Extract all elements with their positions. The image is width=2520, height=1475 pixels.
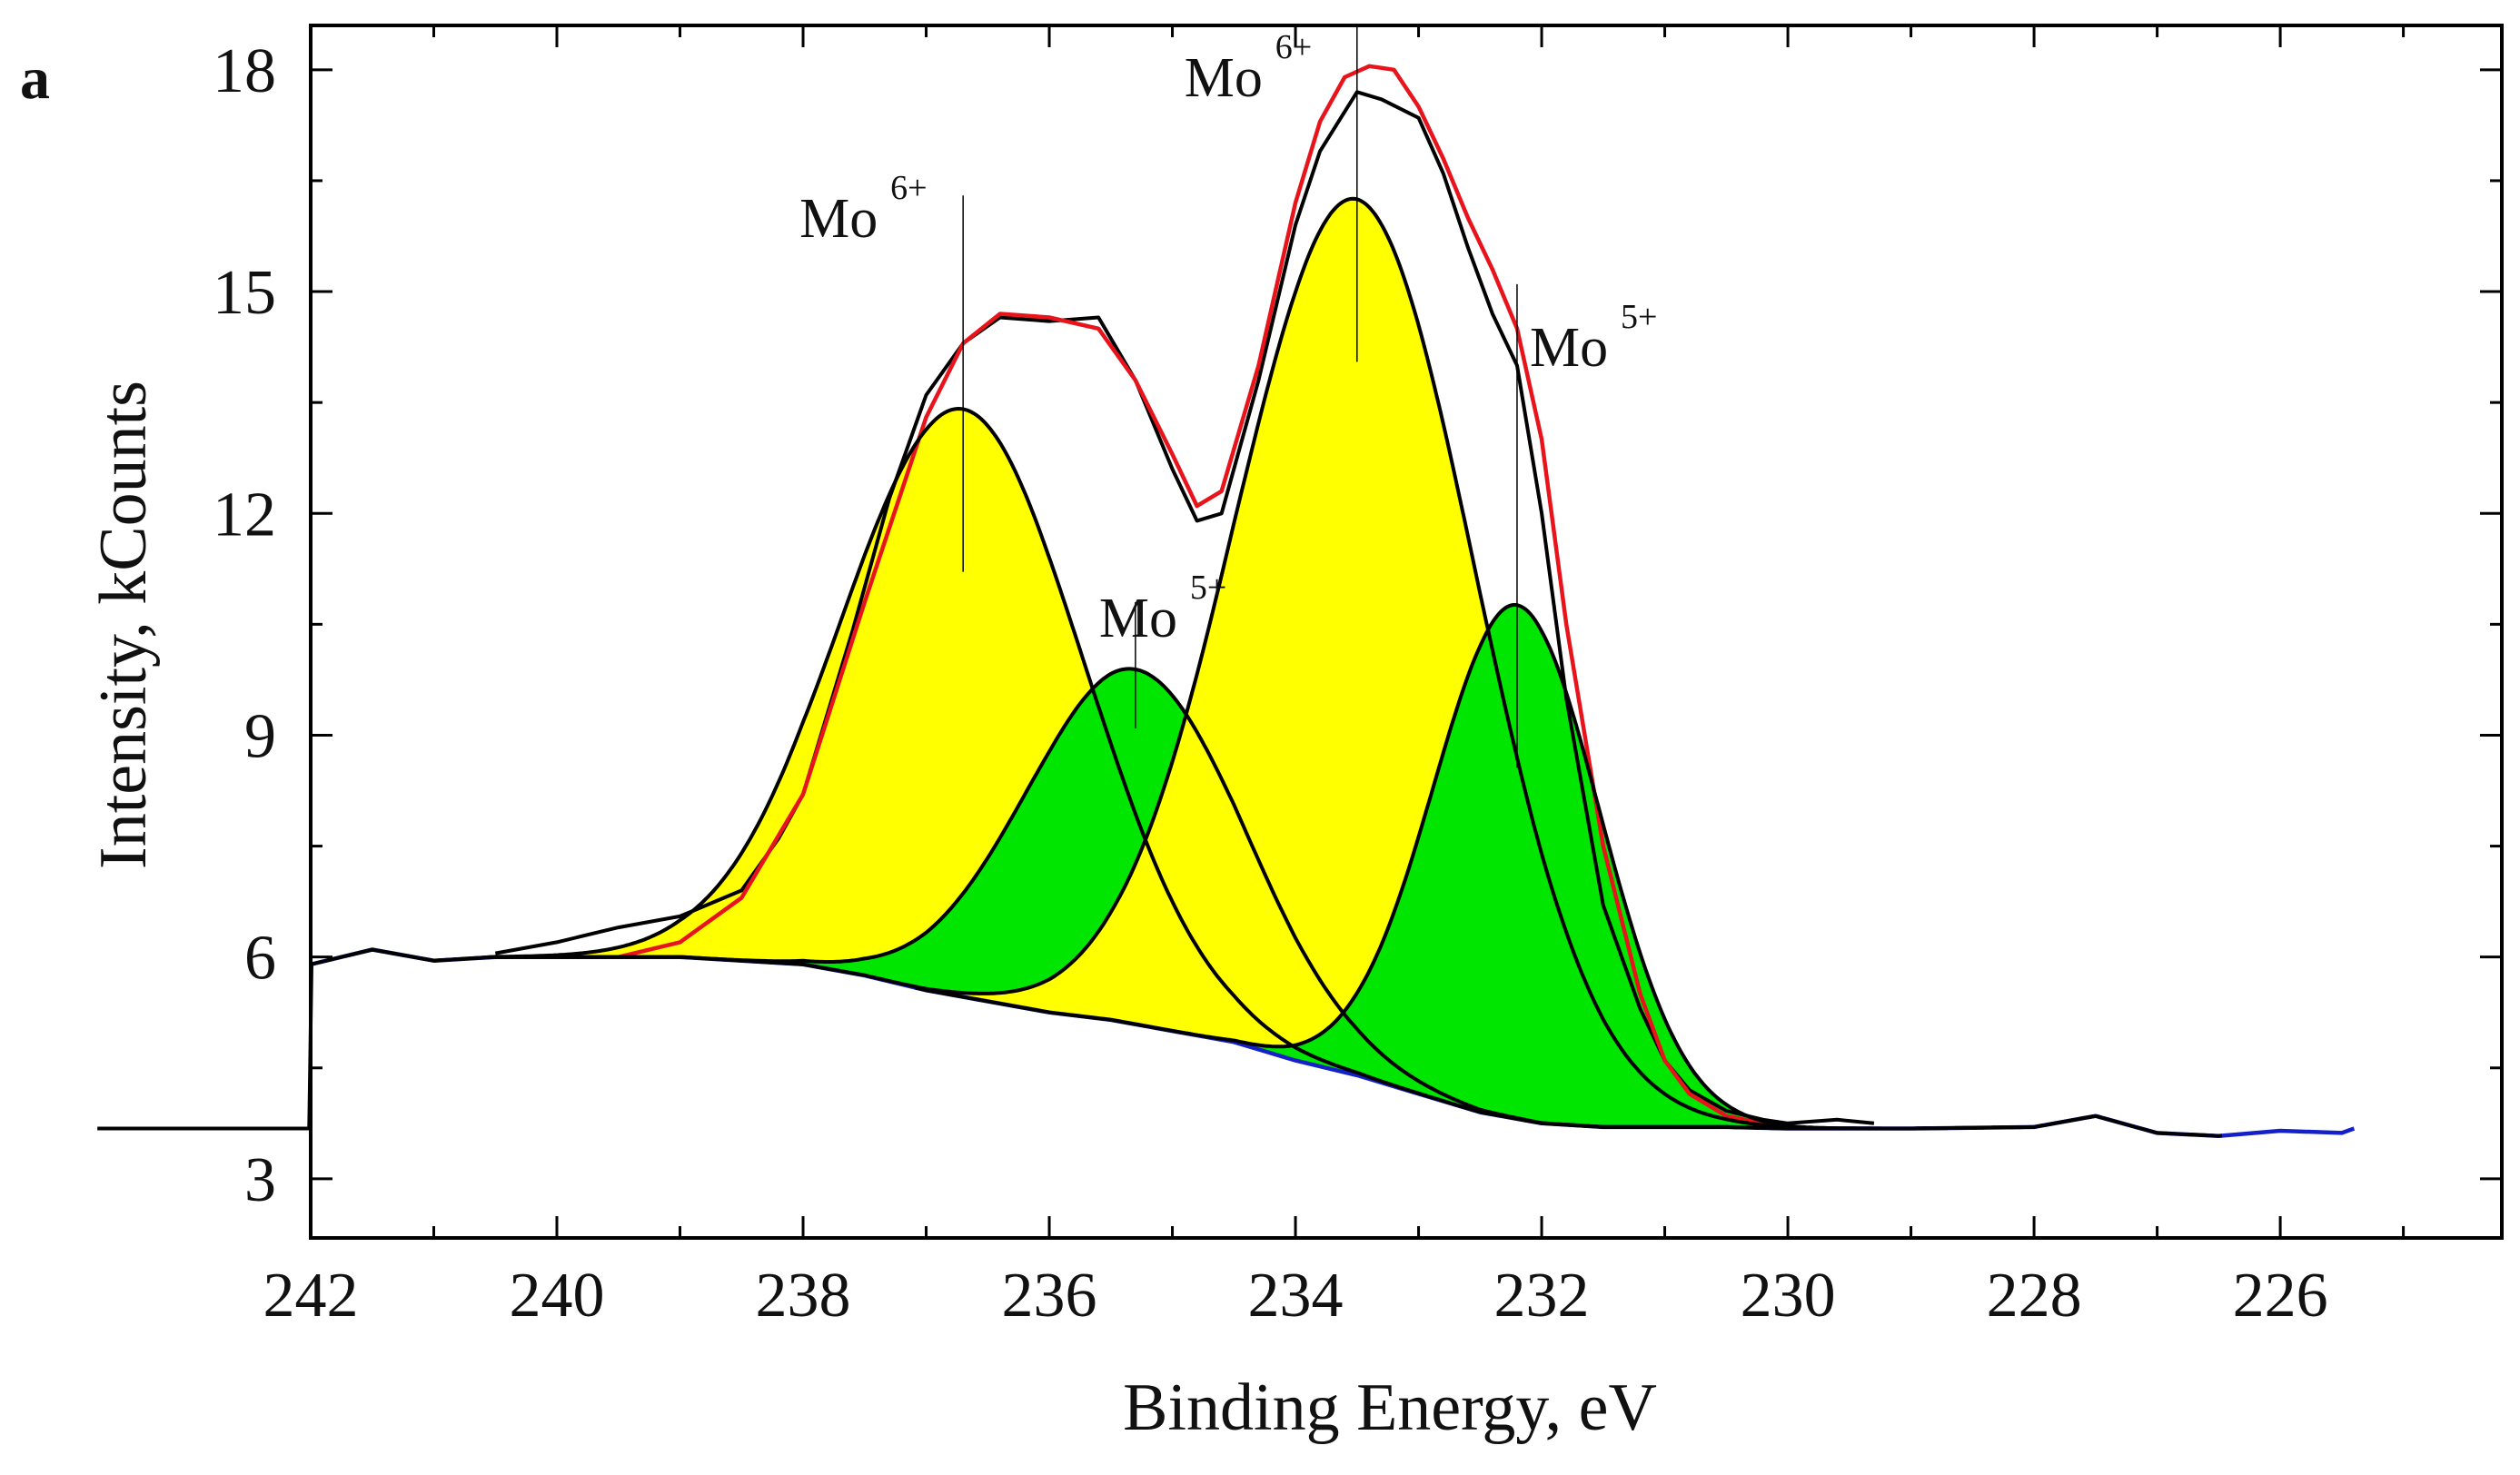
y-axis-title: Intensity, kCounts [86,381,161,869]
x-tick-label: 230 [1741,1261,1836,1331]
y-tick-label: 15 [213,258,276,328]
panel-label: a [20,45,50,112]
x-tick-label: 236 [1002,1261,1097,1331]
x-tick-label: 240 [510,1261,605,1331]
x-tick-label: 242 [263,1261,359,1331]
y-tick-label: 9 [244,701,276,771]
peak-label: Mo [1099,588,1177,649]
y-tick-label: 6 [244,924,276,994]
y-tick-label: 18 [213,36,276,106]
peak-label: Mo [1185,47,1263,109]
peak-fill-3 [491,198,2223,1136]
plot-frame [309,24,2504,1240]
peak-charge: 6+ [1275,28,1312,66]
peak-fill-1 [97,409,1829,1129]
x-tick-label: 232 [1494,1261,1590,1331]
y-tick-label: 12 [213,480,276,549]
peak-label: Mo [799,188,878,250]
peak-annotations: Mo 6+ Mo 5+ Mo 6+ Mo 5+ [799,25,1657,768]
peak-charge: 5+ [1621,298,1657,336]
x-tick-label: 238 [756,1261,851,1331]
x-tick-label: 226 [2233,1261,2328,1331]
peak-label: Mo [1530,317,1608,379]
peak-charge: 5+ [1190,569,1226,607]
x-tick-label: 234 [1248,1261,1344,1331]
x-axis-title: Binding Energy, eV [1123,1371,1657,1445]
x-tick-label: 228 [1987,1261,2082,1331]
y-tick-label: 3 [244,1145,276,1215]
peak-fills [97,198,2223,1136]
axis-ticks: 242 240 238 236 234 232 230 228 226 3 6 9 12 15 18 [213,25,2502,1331]
peak-charge: 6+ [890,169,927,207]
peak-fill-4 [915,605,2119,1129]
